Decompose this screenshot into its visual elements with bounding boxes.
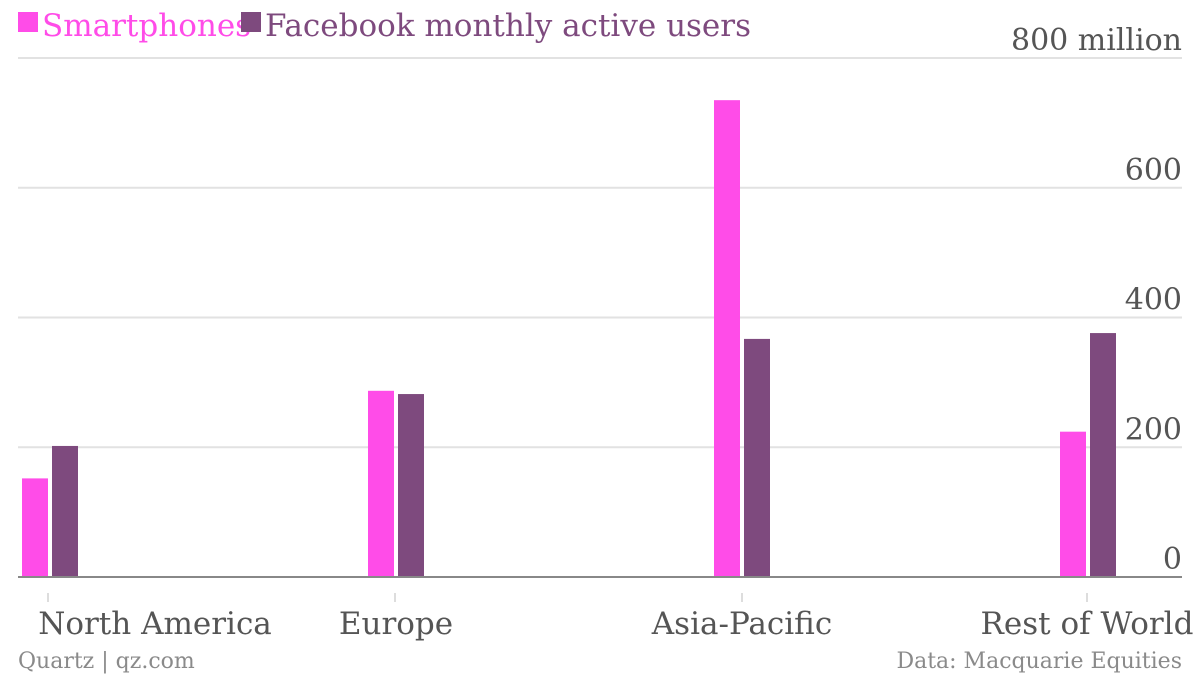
bars	[22, 100, 1116, 577]
legend: Smartphones Facebook monthly active user…	[18, 8, 751, 44]
legend-label-smartphones: Smartphones	[42, 8, 251, 44]
legend-label-facebook-mau: Facebook monthly active users	[265, 8, 751, 44]
y-tick-label: 0	[1163, 542, 1182, 577]
legend-swatch-facebook-mau	[241, 12, 261, 32]
x-category-label: Asia-Pacific	[651, 606, 832, 642]
x-axis: North America Europe Asia-Pacific Rest of W…	[18, 576, 1194, 642]
y-axis-ticks: 0 200 400 600 800 million	[1011, 23, 1182, 577]
x-category-label: North America	[38, 606, 272, 642]
y-tick-label: 800 million	[1011, 23, 1182, 58]
y-tick-label: 400	[1125, 283, 1182, 318]
bar-facebook-mau-europe	[398, 394, 424, 577]
source-credit: Quartz | qz.com	[18, 649, 195, 674]
bar-smartphones-north-america	[22, 478, 48, 577]
y-tick-label: 600	[1125, 153, 1182, 188]
x-category-label: Europe	[339, 606, 453, 642]
data-source: Data: Macquarie Equities	[896, 649, 1182, 674]
bar-facebook-mau-rest-of-world	[1090, 333, 1116, 577]
bar-smartphones-rest-of-world	[1060, 431, 1086, 577]
bar-facebook-mau-asia-pacific	[744, 338, 770, 577]
bar-smartphones-europe	[368, 390, 394, 577]
x-category-label: Rest of World	[981, 606, 1194, 642]
bar-smartphones-asia-pacific	[714, 100, 740, 577]
gridlines	[18, 57, 1182, 449]
bar-facebook-mau-north-america	[52, 445, 78, 577]
legend-swatch-smartphones	[18, 12, 38, 32]
y-tick-label: 200	[1125, 412, 1182, 447]
